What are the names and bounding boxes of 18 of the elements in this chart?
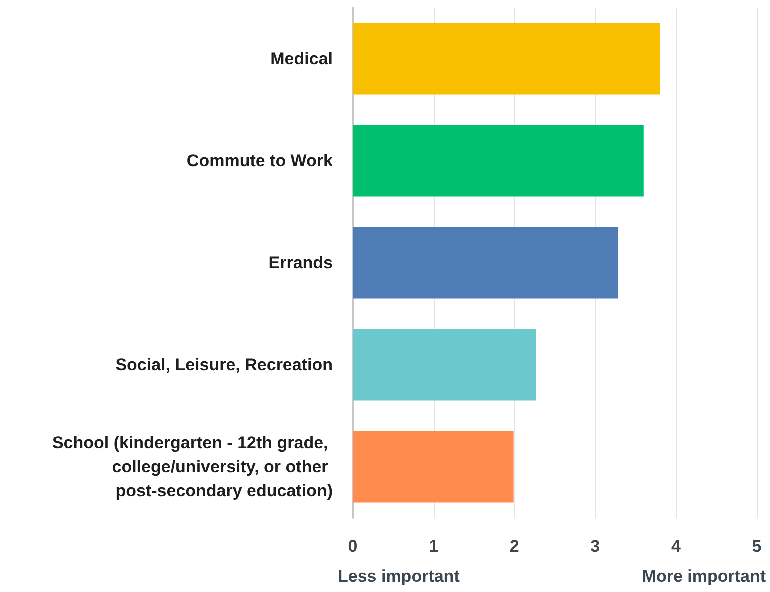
bar xyxy=(353,431,514,503)
bar xyxy=(353,227,618,299)
x-tick-label: 1 xyxy=(429,537,439,556)
y-tick-label: Social, Leisure, Recreation xyxy=(116,356,333,374)
y-tick-label: Medical xyxy=(270,50,333,68)
x-tick-label: 2 xyxy=(510,537,520,556)
bar xyxy=(353,125,644,197)
x-tick-label: 5 xyxy=(752,537,762,556)
y-tick-label: Commute to Work xyxy=(186,152,334,170)
x-tick-label: 4 xyxy=(671,537,682,556)
text: Less important xyxy=(338,567,460,586)
text: More important xyxy=(642,567,766,586)
bar xyxy=(353,329,536,401)
x-tick-label: 3 xyxy=(590,537,600,556)
x-tick-label: 0 xyxy=(348,537,358,556)
bar xyxy=(353,23,660,95)
y-tick-label: Errands xyxy=(268,254,333,272)
y-tick-label: School (kindergarten - 12th grade, college/university, or other post-secondary education) xyxy=(52,434,333,500)
